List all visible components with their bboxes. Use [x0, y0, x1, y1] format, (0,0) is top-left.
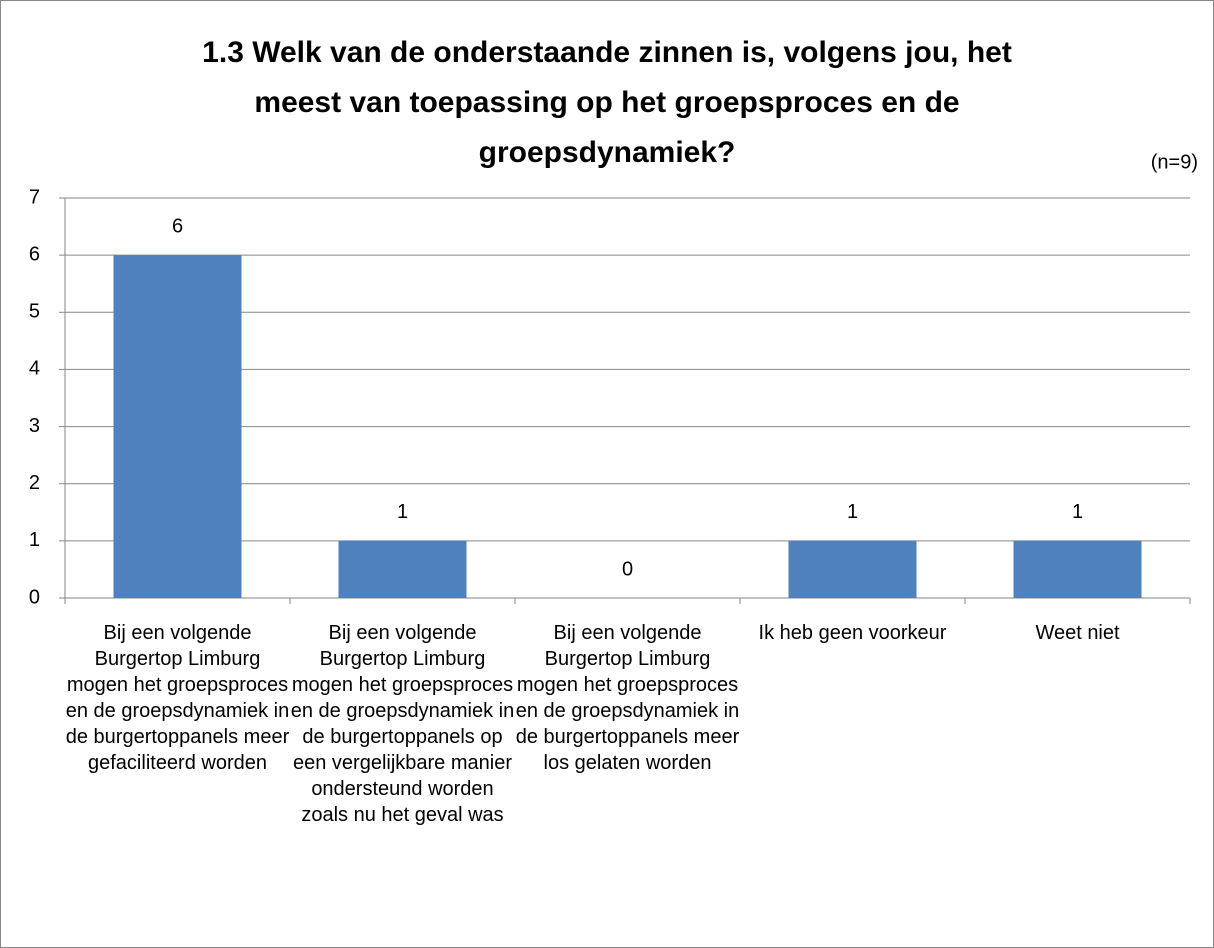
data-label: 6 — [172, 215, 183, 237]
data-label: 0 — [622, 558, 633, 580]
x-tick-label: Bij een volgende Burgertop Limburg mogen… — [65, 622, 290, 774]
data-label: 1 — [1072, 501, 1083, 523]
y-tick-label: 0 — [29, 586, 40, 608]
x-tick-label: Ik heb geen voorkeur — [758, 622, 947, 644]
data-label: 1 — [397, 501, 408, 523]
y-tick-label: 7 — [29, 186, 40, 208]
data-label: 1 — [847, 501, 858, 523]
bar — [788, 540, 917, 598]
x-tick-label: Weet niet — [1035, 622, 1120, 644]
y-tick-label: 5 — [29, 301, 40, 323]
y-tick-label: 6 — [29, 243, 40, 265]
bar — [1013, 540, 1142, 598]
x-tick-label: Bij een volgende Burgertop Limburg mogen… — [290, 622, 515, 826]
chart-title: 1.3 Welk van de onderstaande zinnen is, … — [202, 36, 1012, 169]
x-tick-label: Bij een volgende Burgertop Limburg mogen… — [515, 622, 740, 774]
y-tick-label: 4 — [29, 358, 40, 380]
sample-size: (n=9) — [1151, 151, 1198, 173]
y-tick-label: 1 — [29, 529, 40, 551]
y-tick-label: 2 — [29, 472, 40, 494]
bar — [113, 255, 242, 598]
bar — [338, 540, 467, 598]
y-tick-label: 3 — [29, 415, 40, 437]
